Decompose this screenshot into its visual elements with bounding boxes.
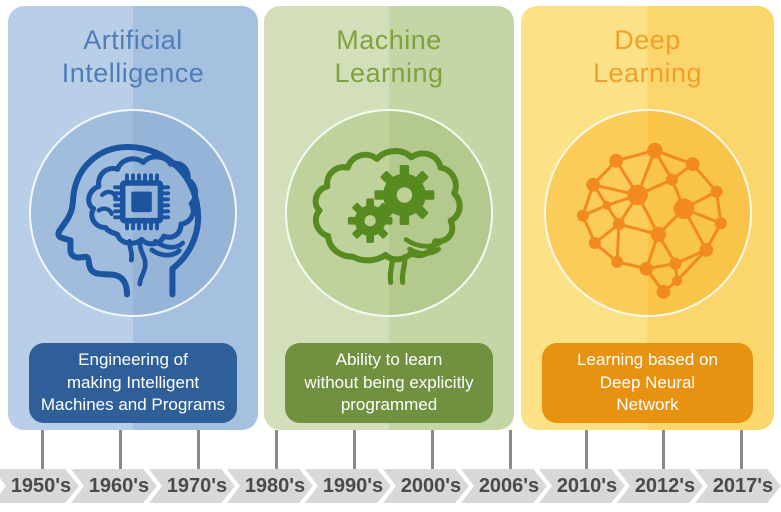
timeline-label: 2000's [400, 474, 462, 497]
timeline-connector [739, 430, 743, 469]
timeline-connector [661, 430, 665, 469]
brain-gears-icon [312, 148, 463, 285]
timeline-label: 2017's [712, 474, 774, 497]
timeline-label: 1950's [10, 474, 72, 497]
timeline-chevron-1950s: 1950's [0, 469, 79, 503]
timeline-chevron-1960s: 1960's [71, 469, 157, 503]
icon-circle-ai [29, 109, 237, 317]
timeline-label: 2006's [478, 474, 540, 497]
timeline-label: 1990's [322, 474, 384, 497]
panel-title-ai: Artificial Intelligence [61, 25, 205, 88]
timeline-chevron-2000s: 2000's [383, 469, 469, 503]
timeline-connector [118, 430, 122, 469]
timeline-connector [352, 430, 356, 469]
neural-network-brain-icon [576, 142, 727, 299]
caption-box-ml: Ability to learn without being explicitl… [285, 343, 493, 423]
timeline-chevron-2010s: 2010's [539, 469, 625, 503]
timeline-chevron-1980s: 1980's [227, 469, 313, 503]
panel-machine-learning: Machine Learning [264, 6, 514, 430]
timeline-chevron-2017s: 2017's [695, 469, 781, 503]
timeline-chevron-2012s: 2012's [617, 469, 703, 503]
caption-box-dl: Learning based on Deep Neural Network [542, 343, 753, 423]
timeline-chevron-1990s: 1990's [305, 469, 391, 503]
timeline-connector [196, 430, 200, 469]
panel-title-ml: Machine Learning [334, 25, 444, 88]
timeline-connector [584, 430, 588, 469]
timeline-label: 1980's [244, 474, 306, 497]
timeline-chevron-1970s: 1970's [149, 469, 235, 503]
panel-title-dl: Deep Learning [592, 25, 703, 88]
panel-artificial-intelligence: Artificial Intelligence [8, 6, 258, 430]
icon-circle-dl [543, 109, 752, 317]
timeline-connector [508, 430, 512, 469]
timeline-label: 1960's [88, 474, 150, 497]
icon-circle-ml [285, 109, 493, 317]
gear-large [374, 165, 435, 225]
timeline-connector [40, 430, 44, 469]
timeline-label: 2012's [634, 474, 696, 497]
caption-box-ai: Engineering of making Intelligent Machin… [29, 343, 237, 423]
panel-deep-learning: Deep Learning Learning based on Deep [521, 6, 774, 430]
timeline-connector [430, 430, 434, 469]
head-chip-brain-icon [55, 144, 202, 298]
timeline-label: 1970's [166, 474, 228, 497]
timeline-connector [274, 430, 278, 469]
timeline-label: 2010's [556, 474, 618, 497]
timeline-chevron-2006s: 2006's [461, 469, 547, 503]
gear-small [347, 198, 393, 243]
